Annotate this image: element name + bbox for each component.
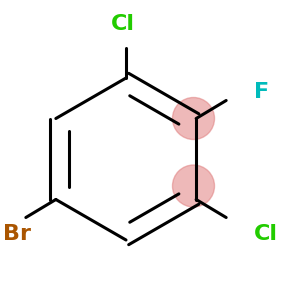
Text: Cl: Cl	[254, 224, 278, 244]
Circle shape	[172, 165, 214, 207]
Text: Br: Br	[3, 224, 31, 244]
Text: F: F	[254, 82, 268, 101]
Text: Cl: Cl	[111, 14, 135, 34]
Circle shape	[172, 98, 214, 140]
